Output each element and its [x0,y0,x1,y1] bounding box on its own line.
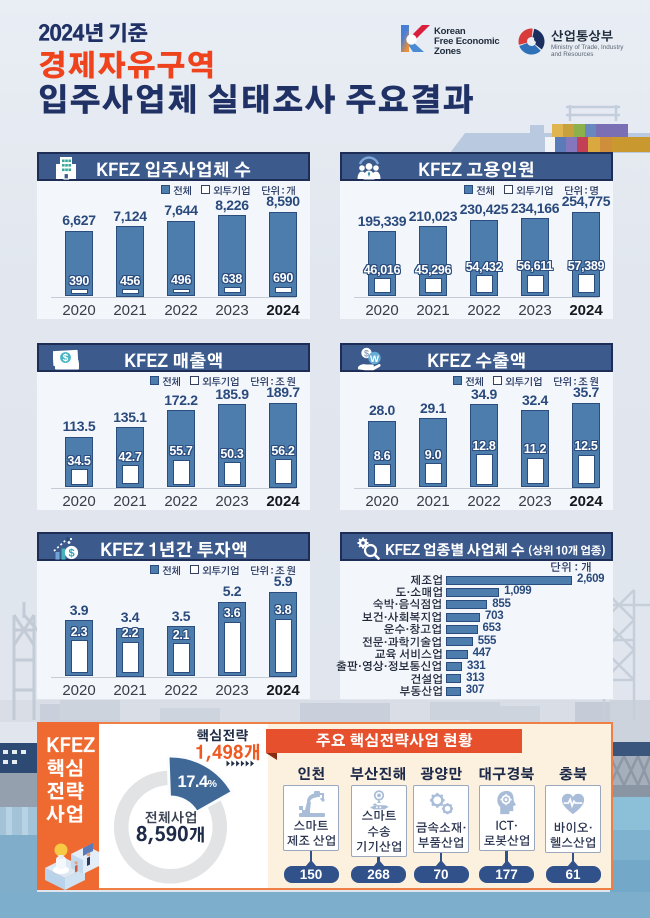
svg-text:$: $ [68,548,74,560]
svg-text:$: $ [364,348,369,358]
svg-text:W: W [370,354,379,365]
svg-text:$: $ [63,353,69,364]
